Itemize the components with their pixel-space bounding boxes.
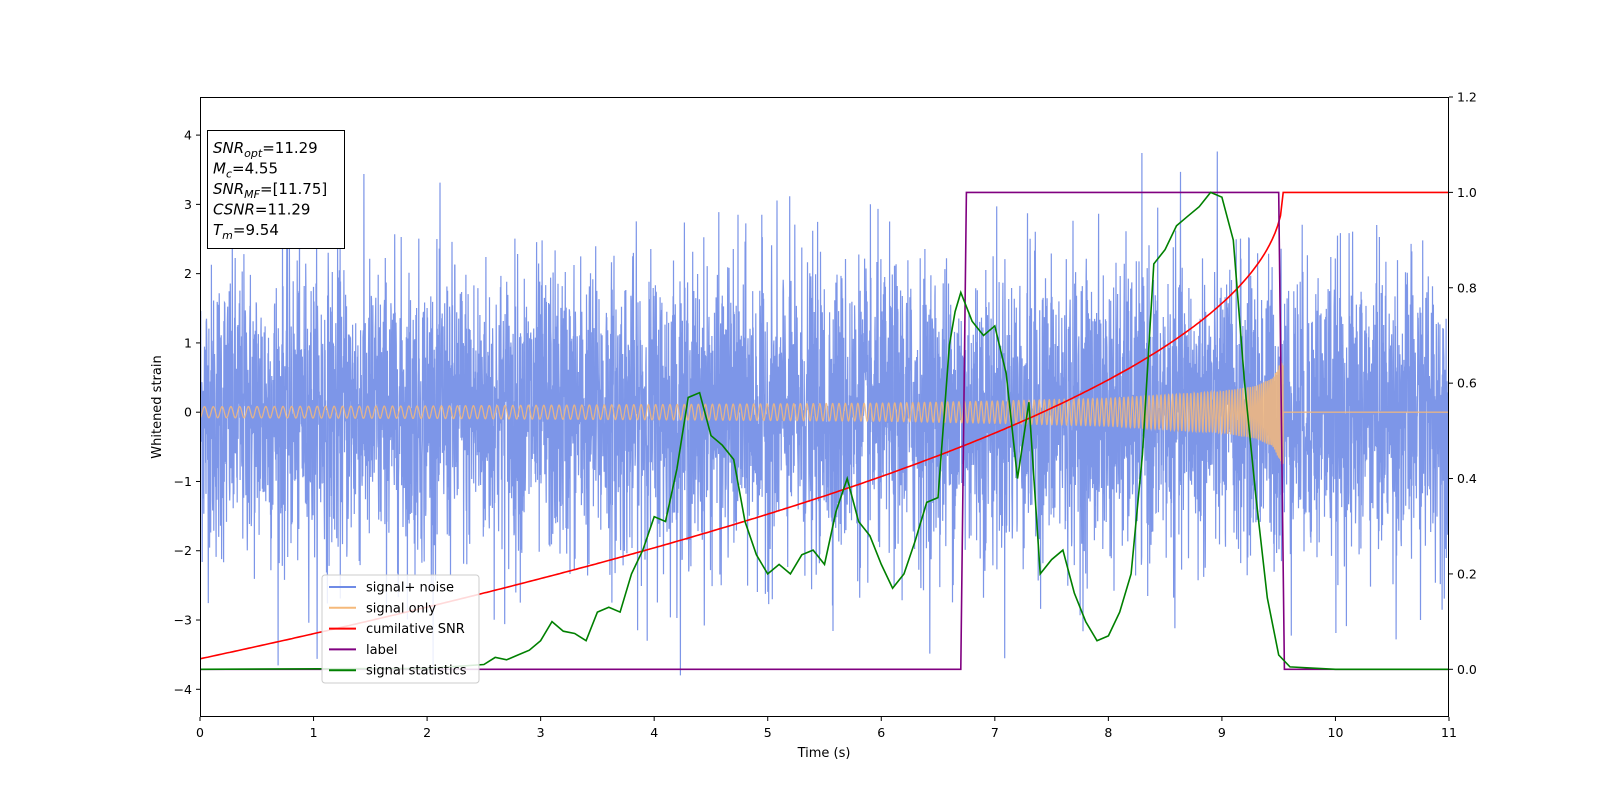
legend-label: signal only: [366, 601, 436, 616]
signal-only-line: [200, 361, 1449, 465]
y2-tick-label: 1.2: [1457, 90, 1477, 105]
signal-noise-line: [200, 151, 1449, 676]
annotation-line: SNRMF=[11.75]: [213, 180, 327, 201]
y-tick-label: 2: [184, 266, 192, 281]
y2-axis-ticks: 0.0 0.2 0.4 0.6 0.8 1.0 1.2: [1449, 90, 1477, 677]
x-tick-label: 8: [1104, 725, 1112, 740]
legend-label: signal+ noise: [366, 581, 454, 596]
x-tick-label: 6: [877, 725, 885, 740]
y-tick-label: −1: [174, 474, 192, 489]
x-tick-label: 10: [1328, 725, 1344, 740]
y-tick-label: −3: [174, 613, 192, 628]
signal-noise-layer: [200, 151, 1449, 676]
annotation-box: SNRopt=11.29Mc=4.55SNRMF=[11.75]CSNR=11.…: [207, 130, 345, 249]
y-tick-label: 4: [184, 128, 192, 143]
x-tick-label: 4: [650, 725, 658, 740]
y-tick-label: −2: [174, 543, 192, 558]
x-tick-label: 3: [537, 725, 545, 740]
y-tick-label: 3: [184, 197, 192, 212]
y2-tick-label: 0.8: [1457, 280, 1477, 295]
x-tick-label: 0: [196, 725, 204, 740]
legend-label: cumilative SNR: [366, 622, 465, 637]
y-tick-label: −4: [174, 682, 192, 697]
legend-label: signal statistics: [366, 664, 467, 679]
legend-frame: [321, 574, 480, 684]
x-tick-label: 1: [310, 725, 318, 740]
signal-statistics-line: [200, 191, 1449, 671]
annotation-frame: [207, 130, 345, 249]
x-tick-label: 11: [1441, 725, 1457, 740]
y2-tick-label: 0.4: [1457, 471, 1477, 486]
y-axis-ticks: −4 −3 −2 −1 0 1 2 3 4: [174, 128, 200, 697]
legend-label: label: [366, 643, 397, 658]
annotation-line: Tm=9.54: [213, 221, 279, 242]
signal-only-layer: [200, 361, 1449, 465]
y2-tick-label: 1.0: [1457, 185, 1477, 200]
y-tick-label: 1: [184, 335, 192, 350]
plot-frame: [200, 97, 1449, 717]
x-axis-ticks: 0 1 2 3 4 5 6 7 8 9 10 11: [196, 717, 1457, 740]
x-tick-label: 5: [764, 725, 772, 740]
x-tick-label: 7: [991, 725, 999, 740]
y2-tick-label: 0.6: [1457, 376, 1477, 391]
y2-tick-label: 0.2: [1457, 566, 1477, 581]
y2-tick-label: 0.0: [1457, 662, 1477, 677]
signal-statistics-layer: [200, 191, 1449, 671]
label-layer: [200, 191, 1449, 671]
y-axis-label: Whitened strain: [150, 355, 165, 458]
x-tick-label: 9: [1218, 725, 1226, 740]
x-axis-label: Time (s): [797, 746, 851, 761]
label-line: [200, 191, 1449, 671]
y-tick-label: 0: [184, 405, 192, 420]
legend: signal+ noise signal only cumilative SNR la…: [321, 574, 480, 684]
x-tick-label: 2: [423, 725, 431, 740]
annotation-line: SNRopt=11.29: [213, 139, 318, 160]
annotation-line: Mc=4.55: [213, 160, 278, 181]
annotation-line: CSNR=11.29: [213, 201, 310, 219]
